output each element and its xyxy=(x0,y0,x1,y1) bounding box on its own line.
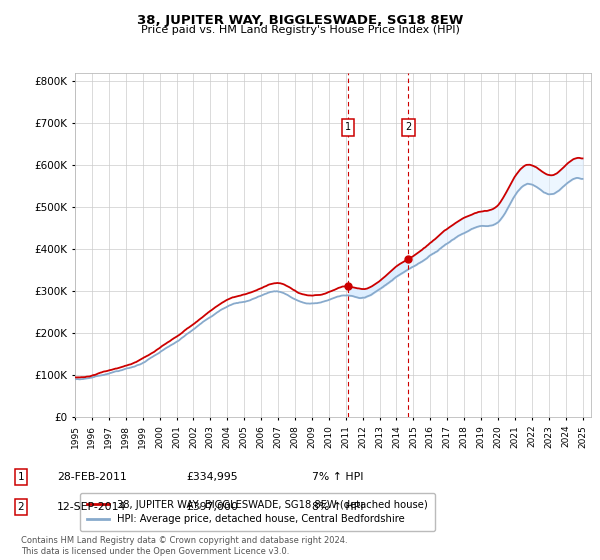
Text: 28-FEB-2011: 28-FEB-2011 xyxy=(57,472,127,482)
Text: Contains HM Land Registry data © Crown copyright and database right 2024.
This d: Contains HM Land Registry data © Crown c… xyxy=(21,536,347,556)
Text: 1: 1 xyxy=(17,472,25,482)
Text: 2: 2 xyxy=(17,502,25,512)
Text: £397,000: £397,000 xyxy=(186,502,238,512)
Text: 12-SEP-2014: 12-SEP-2014 xyxy=(57,502,127,512)
Text: Price paid vs. HM Land Registry's House Price Index (HPI): Price paid vs. HM Land Registry's House … xyxy=(140,25,460,35)
Text: 7% ↑ HPI: 7% ↑ HPI xyxy=(312,472,364,482)
Text: £334,995: £334,995 xyxy=(186,472,238,482)
Text: 38, JUPITER WAY, BIGGLESWADE, SG18 8EW: 38, JUPITER WAY, BIGGLESWADE, SG18 8EW xyxy=(137,14,463,27)
Text: 1: 1 xyxy=(345,123,351,132)
Legend: 38, JUPITER WAY, BIGGLESWADE, SG18 8EW (detached house), HPI: Average price, det: 38, JUPITER WAY, BIGGLESWADE, SG18 8EW (… xyxy=(80,492,435,531)
Text: 8% ↑ HPI: 8% ↑ HPI xyxy=(312,502,364,512)
Text: 2: 2 xyxy=(406,123,412,132)
